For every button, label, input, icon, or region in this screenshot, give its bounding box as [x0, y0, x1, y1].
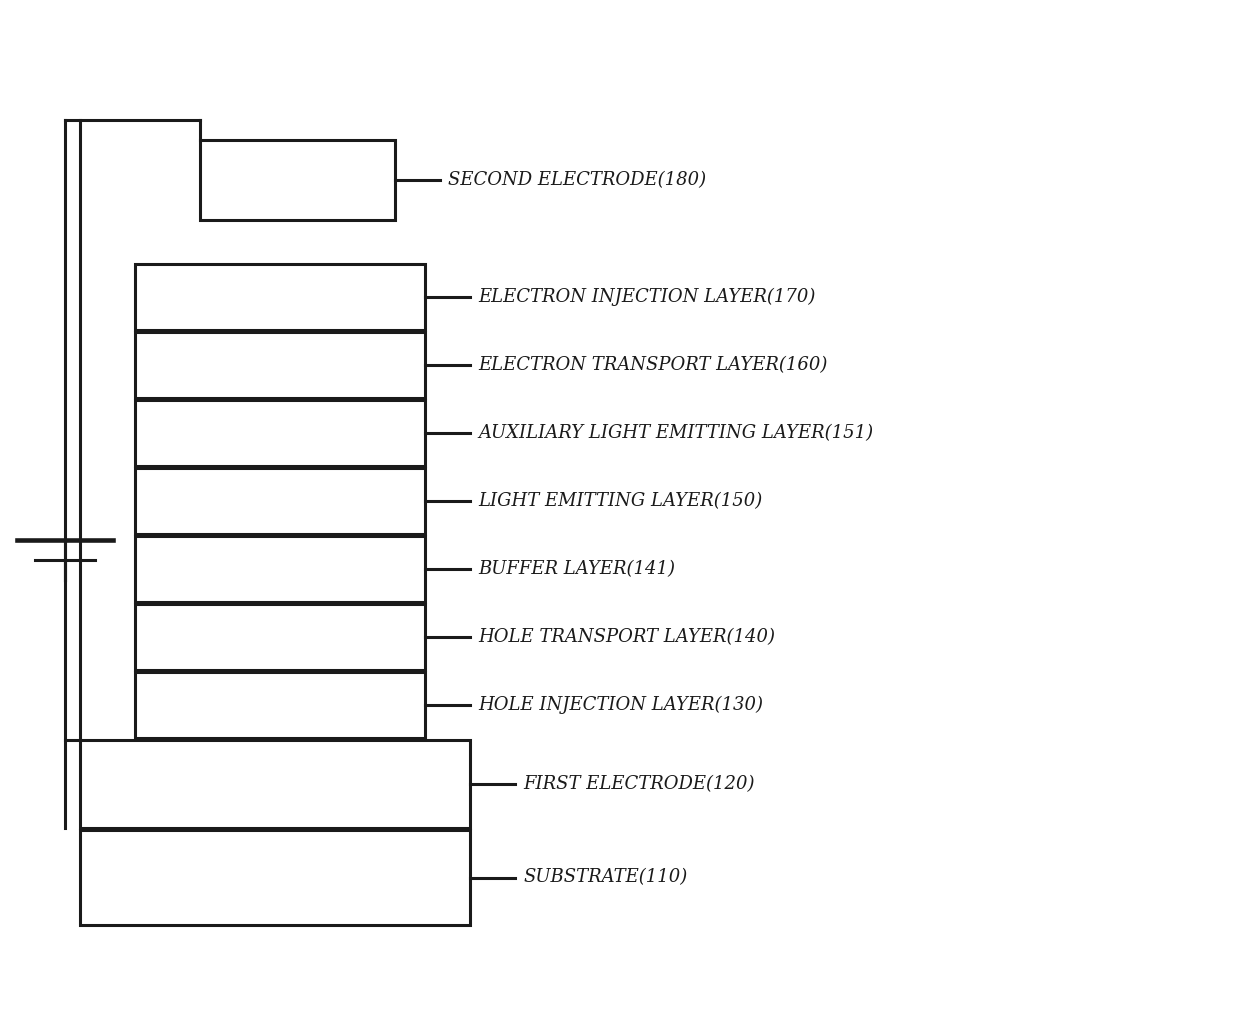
Bar [135, 672, 425, 738]
Text: BUFFER LAYER(141): BUFFER LAYER(141) [477, 560, 675, 578]
Bar [135, 536, 425, 602]
Text: ELECTRON TRANSPORT LAYER(160): ELECTRON TRANSPORT LAYER(160) [477, 356, 827, 374]
Bar [135, 604, 425, 670]
Text: FIRST ELECTRODE(120): FIRST ELECTRODE(120) [523, 776, 754, 793]
Text: SUBSTRATE(110): SUBSTRATE(110) [523, 869, 687, 886]
Text: AUXILIARY LIGHT EMITTING LAYER(151): AUXILIARY LIGHT EMITTING LAYER(151) [477, 424, 873, 442]
Text: HOLE TRANSPORT LAYER(140): HOLE TRANSPORT LAYER(140) [477, 628, 775, 646]
Bar [135, 400, 425, 466]
Bar [200, 140, 396, 220]
Text: LIGHT EMITTING LAYER(150): LIGHT EMITTING LAYER(150) [477, 492, 763, 510]
Bar [135, 264, 425, 330]
Bar [81, 830, 470, 925]
Text: SECOND ELECTRODE(180): SECOND ELECTRODE(180) [448, 171, 706, 189]
Text: HOLE INJECTION LAYER(130): HOLE INJECTION LAYER(130) [477, 696, 763, 714]
Bar [135, 468, 425, 534]
Bar [135, 332, 425, 398]
Text: ELECTRON INJECTION LAYER(170): ELECTRON INJECTION LAYER(170) [477, 287, 816, 306]
Bar [81, 740, 470, 828]
